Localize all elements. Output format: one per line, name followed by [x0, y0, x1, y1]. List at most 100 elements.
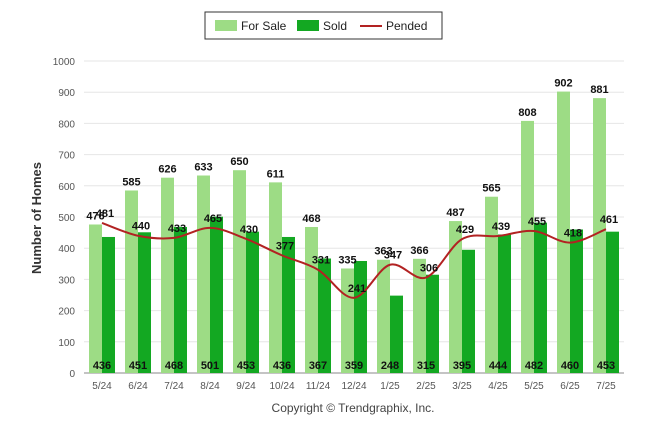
label-sold: 367: [309, 360, 327, 372]
label-sold: 453: [597, 360, 615, 372]
legend-label-pended: Pended: [386, 19, 427, 33]
x-tick-label: 8/24: [200, 381, 220, 392]
x-axis-ticks: 5/24 6/24 7/24 8/24 9/24 10/24 11/24 12/24 1/25 2…: [92, 381, 616, 392]
label-pended: 481: [96, 208, 114, 220]
label-sold: 248: [381, 360, 399, 372]
label-for-sale: 565: [482, 183, 500, 195]
x-tick-label: 1/25: [380, 381, 400, 392]
label-for-sale: 468: [302, 213, 320, 225]
x-tick-label: 5/24: [92, 381, 112, 392]
y-tick-label: 0: [69, 369, 75, 380]
label-for-sale: 335: [338, 254, 356, 266]
y-tick-label: 100: [58, 338, 75, 349]
label-for-sale: 902: [554, 78, 572, 90]
label-for-sale: 366: [410, 245, 428, 257]
x-tick-label: 4/25: [488, 381, 508, 392]
label-for-sale: 626: [158, 164, 176, 176]
y-tick-label: 300: [58, 275, 75, 286]
label-for-sale: 585: [122, 176, 140, 188]
x-tick-label: 5/25: [524, 381, 544, 392]
y-tick-label: 600: [58, 182, 75, 193]
y-tick-label: 200: [58, 307, 75, 318]
bar-for-sale: [233, 170, 246, 373]
label-for-sale: 881: [590, 84, 608, 96]
bar-sold: [210, 216, 223, 373]
bar-for-sale: [521, 120, 534, 374]
label-pended: 430: [240, 224, 258, 236]
bar-sold: [498, 234, 511, 373]
bar-for-sale: [89, 224, 102, 373]
copyright-text: Copyright © Trendgraphix, Inc.: [272, 401, 435, 415]
bar-for-sale: [557, 91, 570, 374]
bar-sold: [102, 236, 115, 373]
label-for-sale: 487: [446, 207, 464, 219]
label-pended: 377: [276, 240, 294, 252]
legend-swatch-for-sale: [215, 20, 237, 31]
x-tick-label: 6/25: [560, 381, 580, 392]
legend-box: [204, 11, 443, 40]
bar-sold: [174, 226, 187, 373]
label-sold: 451: [129, 360, 147, 372]
legend-label-sold: Sold: [323, 19, 347, 33]
legend-swatch-sold: [297, 20, 319, 31]
y-tick-label: 1000: [53, 57, 76, 68]
bars: [89, 91, 619, 374]
y-tick-label: 500: [58, 213, 75, 224]
bar-sold: [606, 231, 619, 373]
bar-for-sale: [305, 226, 318, 373]
label-pended: 439: [492, 221, 510, 233]
label-sold: 359: [345, 360, 363, 372]
x-tick-label: 7/25: [596, 381, 616, 392]
bar-for-sale: [449, 221, 462, 373]
y-tick-label: 400: [58, 244, 75, 255]
x-tick-label: 11/24: [306, 381, 331, 392]
bar-sold: [246, 231, 259, 373]
bar-sold: [354, 260, 367, 373]
label-sold: 468: [165, 360, 183, 372]
bar-sold: [534, 222, 547, 373]
label-pended: 465: [204, 213, 222, 225]
label-sold: 453: [237, 360, 255, 372]
bar-for-sale: [197, 175, 210, 373]
bar-for-sale: [161, 177, 174, 373]
x-tick-label: 6/24: [128, 381, 148, 392]
label-sold: 436: [273, 360, 291, 372]
label-sold: 436: [93, 360, 111, 372]
bar-for-sale: [125, 190, 138, 373]
x-tick-label: 3/25: [452, 381, 472, 392]
y-tick-label: 700: [58, 151, 75, 162]
y-tick-label: 900: [58, 88, 75, 99]
bar-sold: [138, 232, 151, 373]
pended-line: [101, 221, 607, 299]
y-tick-label: 800: [58, 119, 75, 130]
legend: For Sale Sold Pended: [204, 11, 443, 40]
label-sold: 315: [417, 360, 435, 372]
data-labels: 476 436 585 451 626 468 633 501 650 453 611 436 468 3…: [86, 78, 618, 372]
pended-line-group: [101, 221, 607, 299]
label-pended: 347: [384, 250, 402, 262]
bar-sold: [390, 295, 403, 373]
bar-sold: [426, 274, 439, 373]
label-pended: 241: [348, 283, 366, 295]
label-for-sale: 650: [230, 156, 248, 168]
bar-sold: [318, 258, 331, 373]
x-tick-label: 7/24: [164, 381, 184, 392]
bar-sold: [462, 249, 475, 373]
legend-label-for-sale: For Sale: [241, 19, 287, 33]
label-sold: 460: [561, 360, 579, 372]
label-sold: 482: [525, 360, 543, 372]
bar-for-sale: [269, 182, 282, 373]
label-pended: 418: [564, 228, 582, 240]
label-pended: 433: [168, 223, 186, 235]
label-sold: 444: [489, 360, 508, 372]
bar-for-sale: [377, 259, 390, 373]
label-for-sale: 363: [374, 246, 392, 258]
x-tick-label: 12/24: [341, 381, 366, 392]
label-pended: 331: [312, 255, 330, 267]
bar-for-sale: [485, 196, 498, 373]
bar-sold: [282, 236, 295, 373]
label-pended: 461: [600, 214, 618, 226]
label-pended: 306: [420, 263, 438, 275]
label-pended: 429: [456, 224, 474, 236]
